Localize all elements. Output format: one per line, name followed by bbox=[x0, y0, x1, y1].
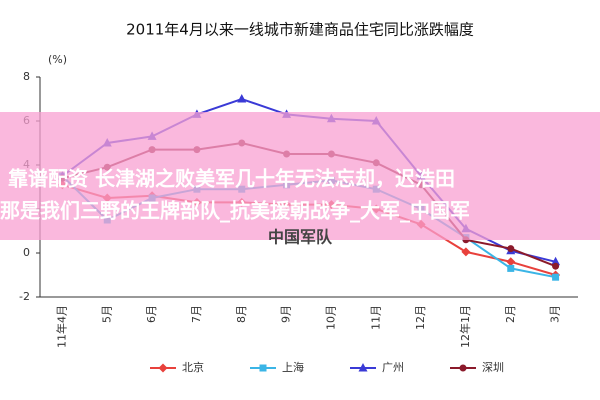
y-tick-label: 0 bbox=[23, 246, 30, 259]
x-tick-label: 12月 bbox=[414, 305, 427, 330]
marker bbox=[507, 264, 515, 272]
legend-label: 上海 bbox=[282, 360, 304, 374]
x-tick-label: 8月 bbox=[235, 305, 248, 323]
legend-label: 北京 bbox=[182, 360, 204, 374]
x-tick-label: 12年1月 bbox=[458, 305, 472, 348]
legend-marker bbox=[158, 363, 168, 373]
marker bbox=[461, 247, 471, 257]
marker bbox=[506, 257, 516, 267]
x-tick-label: 2月 bbox=[504, 305, 517, 323]
x-tick-label: 10月 bbox=[324, 305, 337, 330]
x-tick-label: 11年4月 bbox=[54, 305, 68, 348]
legend-marker bbox=[358, 363, 368, 372]
legend-marker bbox=[459, 364, 467, 372]
legend-label: 深圳 bbox=[482, 361, 504, 374]
overlay-text: 那是我们三野的王牌部队_抗美援朝战争_大军_中国军 bbox=[0, 199, 470, 223]
overlay-text: 中国军队 bbox=[268, 228, 333, 247]
legend-marker bbox=[259, 364, 267, 372]
y-tick-label: 8 bbox=[23, 70, 30, 83]
y-tick-label: -2 bbox=[19, 290, 30, 303]
x-tick-label: 9月 bbox=[280, 305, 293, 323]
marker bbox=[237, 94, 247, 103]
x-tick-label: 7月 bbox=[190, 305, 203, 323]
chart-title: 2011年4月以来一线城市新建商品住宅同比涨跌幅度 bbox=[126, 21, 474, 39]
x-tick-label: 11月 bbox=[369, 305, 382, 330]
marker bbox=[552, 262, 560, 270]
x-tick-label: 5月 bbox=[100, 305, 113, 323]
x-tick-label: 3月 bbox=[549, 305, 562, 323]
marker bbox=[551, 256, 561, 266]
marker bbox=[507, 245, 515, 253]
marker bbox=[552, 273, 560, 281]
x-tick-label: 6月 bbox=[145, 305, 158, 323]
y-unit: (%) bbox=[48, 53, 67, 66]
overlay-text: 靠谱配资 长津湖之败美军几十年无法忘却，迟浩田 bbox=[8, 167, 455, 191]
legend-label: 广州 bbox=[382, 361, 404, 374]
overlay-banner bbox=[0, 112, 600, 240]
